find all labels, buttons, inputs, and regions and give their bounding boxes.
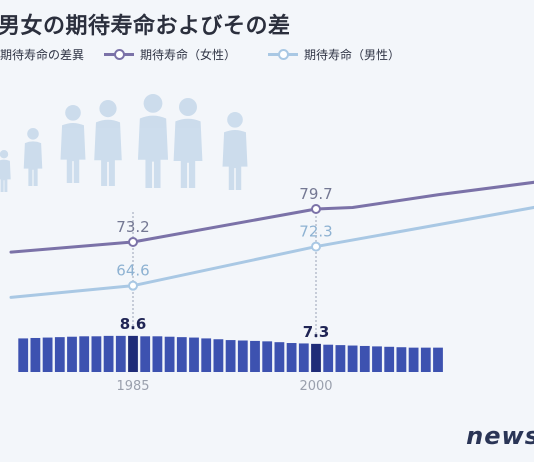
guide-lines — [132, 212, 317, 340]
series-lines — [9, 180, 534, 299]
legend-male-line-icon — [268, 48, 298, 60]
gap-bar-2008 — [408, 347, 419, 372]
label-gap-2000: 7.3 — [303, 323, 330, 341]
gap-bar-2003 — [347, 345, 358, 372]
gap-bar-2001 — [323, 344, 334, 372]
gap-bar-1995 — [250, 340, 260, 372]
news-logo-watermark: news — [466, 422, 534, 450]
point-female-2000 — [311, 204, 321, 214]
data-labels: 73.2 79.7 64.6 72.3 8.6 7.3 — [116, 185, 332, 341]
series-line-female — [9, 180, 534, 254]
label-female-2000: 79.7 — [299, 185, 332, 203]
point-male-2000 — [311, 241, 321, 252]
gap-bar-1979 — [54, 337, 65, 372]
label-female-1985: 73.2 — [116, 218, 149, 236]
gap-bar-1976 — [18, 338, 29, 372]
point-female-1985 — [128, 237, 138, 247]
gap-bar-1999 — [298, 343, 309, 372]
gap-bar-1993 — [225, 340, 236, 372]
gap-bar-2004 — [359, 345, 370, 372]
gap-bar-1978 — [42, 337, 53, 372]
gap-bar-1988 — [164, 336, 175, 372]
x-tick-2000: 2000 — [299, 379, 332, 394]
gap-bar-1997 — [274, 342, 285, 372]
gap-bar-2002 — [335, 345, 346, 372]
series-line-male — [9, 205, 534, 299]
label-gap-1985: 8.6 — [120, 315, 147, 333]
legend: 期待寿命の差異 期待寿命（女性） 期待寿命（男性） — [0, 44, 534, 64]
gap-bar-1983 — [103, 335, 114, 372]
gap-bar-1989 — [176, 337, 187, 372]
gap-bar-2006 — [384, 346, 395, 372]
gap-bar-1990 — [189, 337, 199, 372]
legend-male-label: 期待寿命（男性） — [304, 47, 401, 62]
gap-bar-1985 — [128, 335, 138, 372]
gap-bar-1977 — [30, 337, 41, 372]
gap-bar-2010 — [433, 347, 443, 372]
legend-item-gap: 期待寿命の差異 — [0, 44, 84, 64]
gap-bar-2000 — [311, 343, 321, 372]
gap-bar-1998 — [286, 343, 297, 372]
gap-bar-1980 — [67, 336, 77, 372]
gap-bar-1991 — [201, 338, 212, 372]
label-male-2000: 72.3 — [299, 223, 332, 241]
legend-gap-label: 期待寿命の差異 — [0, 47, 85, 62]
gap-bars — [18, 335, 443, 372]
gap-bar-1992 — [213, 339, 224, 372]
gap-bar-1982 — [91, 336, 102, 372]
gap-bar-2009 — [420, 347, 431, 372]
gap-bar-2007 — [396, 347, 407, 372]
aging-people-illustration-icon — [0, 94, 248, 193]
legend-female-label: 期待寿命（女性） — [140, 47, 237, 62]
x-tick-1985: 1985 — [116, 379, 149, 394]
x-axis-ticks: 1985 2000 — [116, 379, 332, 394]
gap-bar-1994 — [237, 340, 248, 372]
legend-item-female: 期待寿命（女性） — [104, 44, 236, 64]
gap-bar-1981 — [79, 336, 90, 372]
gap-bar-2005 — [372, 346, 382, 372]
gap-bar-1984 — [115, 335, 126, 372]
label-male-1985: 64.6 — [116, 262, 149, 280]
gap-bar-1987 — [152, 336, 163, 372]
chart-title: 男女の期待寿命およびその差 — [0, 14, 291, 39]
gap-bar-1996 — [262, 341, 273, 372]
gap-bar-1986 — [140, 336, 151, 372]
legend-female-line-icon — [104, 48, 134, 60]
legend-item-male: 期待寿命（男性） — [268, 44, 400, 64]
point-male-1985 — [128, 280, 138, 291]
